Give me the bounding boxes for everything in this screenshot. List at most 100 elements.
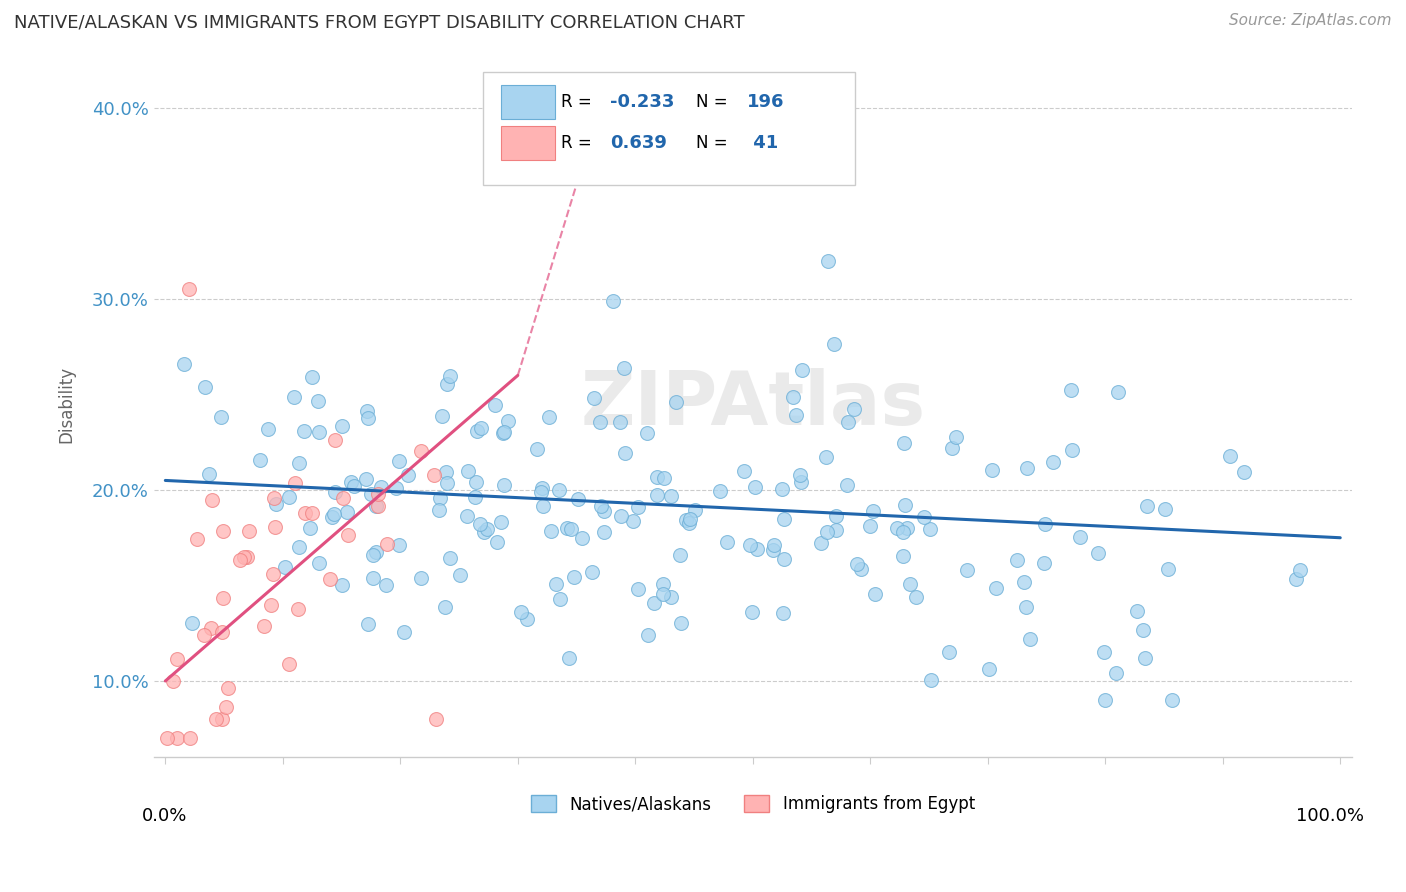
Text: 41: 41 <box>747 134 778 152</box>
Point <box>1125 604 1147 618</box>
Point <box>981 462 1004 476</box>
Point <box>627 582 650 597</box>
Point <box>740 538 762 552</box>
Point <box>283 390 305 404</box>
Point <box>823 336 845 351</box>
Point <box>194 380 217 394</box>
Point <box>789 468 811 483</box>
Point <box>485 534 508 549</box>
Point <box>516 612 538 626</box>
Point <box>979 662 1001 676</box>
Point <box>375 537 398 551</box>
Text: 100.0%: 100.0% <box>1296 807 1364 825</box>
Point <box>844 401 866 416</box>
Point <box>392 624 415 639</box>
Point <box>457 464 479 478</box>
Point <box>211 712 233 726</box>
Point <box>898 576 921 591</box>
Point <box>439 369 461 384</box>
Point <box>370 480 392 494</box>
Point <box>1032 557 1054 571</box>
Point <box>468 517 491 532</box>
Point <box>177 282 200 296</box>
Point <box>1060 384 1083 398</box>
Point <box>262 567 284 582</box>
Point <box>1154 502 1177 516</box>
Point <box>294 506 316 520</box>
Legend: Natives/Alaskans, Immigrants from Egypt: Natives/Alaskans, Immigrants from Egypt <box>524 789 981 820</box>
Point <box>526 442 548 456</box>
Point <box>773 512 796 526</box>
Point <box>602 294 624 309</box>
Point <box>815 524 838 539</box>
Point <box>361 571 384 585</box>
Point <box>814 450 837 465</box>
Point <box>301 507 323 521</box>
Point <box>891 549 914 564</box>
Point <box>817 253 839 268</box>
Point <box>425 712 447 726</box>
Point <box>357 617 380 632</box>
Point <box>893 436 915 450</box>
Point <box>659 590 682 604</box>
Point <box>278 490 301 504</box>
Point <box>530 485 553 500</box>
Text: Source: ZipAtlas.com: Source: ZipAtlas.com <box>1229 13 1392 29</box>
Point <box>810 536 832 550</box>
Point <box>537 410 560 425</box>
Point <box>1285 572 1308 586</box>
Point <box>626 500 648 515</box>
Point <box>984 582 1007 596</box>
Point <box>609 415 631 429</box>
Point <box>636 426 658 441</box>
Point <box>945 430 967 444</box>
Text: ZIPAtlas: ZIPAtlas <box>581 368 925 441</box>
Y-axis label: Disability: Disability <box>58 366 75 442</box>
Point <box>484 398 506 412</box>
Point <box>652 586 675 600</box>
Point <box>253 619 276 633</box>
Point <box>465 424 488 438</box>
Point <box>214 699 236 714</box>
Point <box>550 592 572 607</box>
Point <box>540 524 562 538</box>
Text: 0.639: 0.639 <box>610 134 666 152</box>
Point <box>1012 574 1035 589</box>
Point <box>308 425 330 439</box>
Point <box>591 499 613 513</box>
Point <box>256 422 278 436</box>
Point <box>1233 465 1256 479</box>
Point <box>1160 693 1182 707</box>
Point <box>472 524 495 539</box>
Point <box>564 570 586 584</box>
Point <box>1092 645 1115 659</box>
Point <box>643 596 665 610</box>
Point <box>166 731 188 746</box>
Point <box>186 532 208 546</box>
Point <box>367 499 389 513</box>
Point <box>1157 562 1180 576</box>
Point <box>322 507 344 521</box>
Point <box>238 524 260 538</box>
Point <box>745 541 768 556</box>
Point <box>357 410 380 425</box>
Point <box>1060 443 1083 458</box>
Point <box>423 468 446 483</box>
Point <box>941 441 963 455</box>
Point <box>489 515 512 529</box>
Point <box>162 674 184 689</box>
Point <box>763 538 786 552</box>
Point <box>675 513 697 527</box>
Point <box>886 521 908 535</box>
Point <box>360 486 382 500</box>
Point <box>354 471 377 485</box>
Point <box>366 499 388 513</box>
Point <box>904 591 927 605</box>
Point <box>835 478 858 492</box>
Point <box>1289 563 1312 577</box>
Point <box>284 475 307 490</box>
Point <box>374 578 396 592</box>
FancyBboxPatch shape <box>501 86 555 120</box>
Point <box>1136 500 1159 514</box>
Point <box>912 510 935 524</box>
